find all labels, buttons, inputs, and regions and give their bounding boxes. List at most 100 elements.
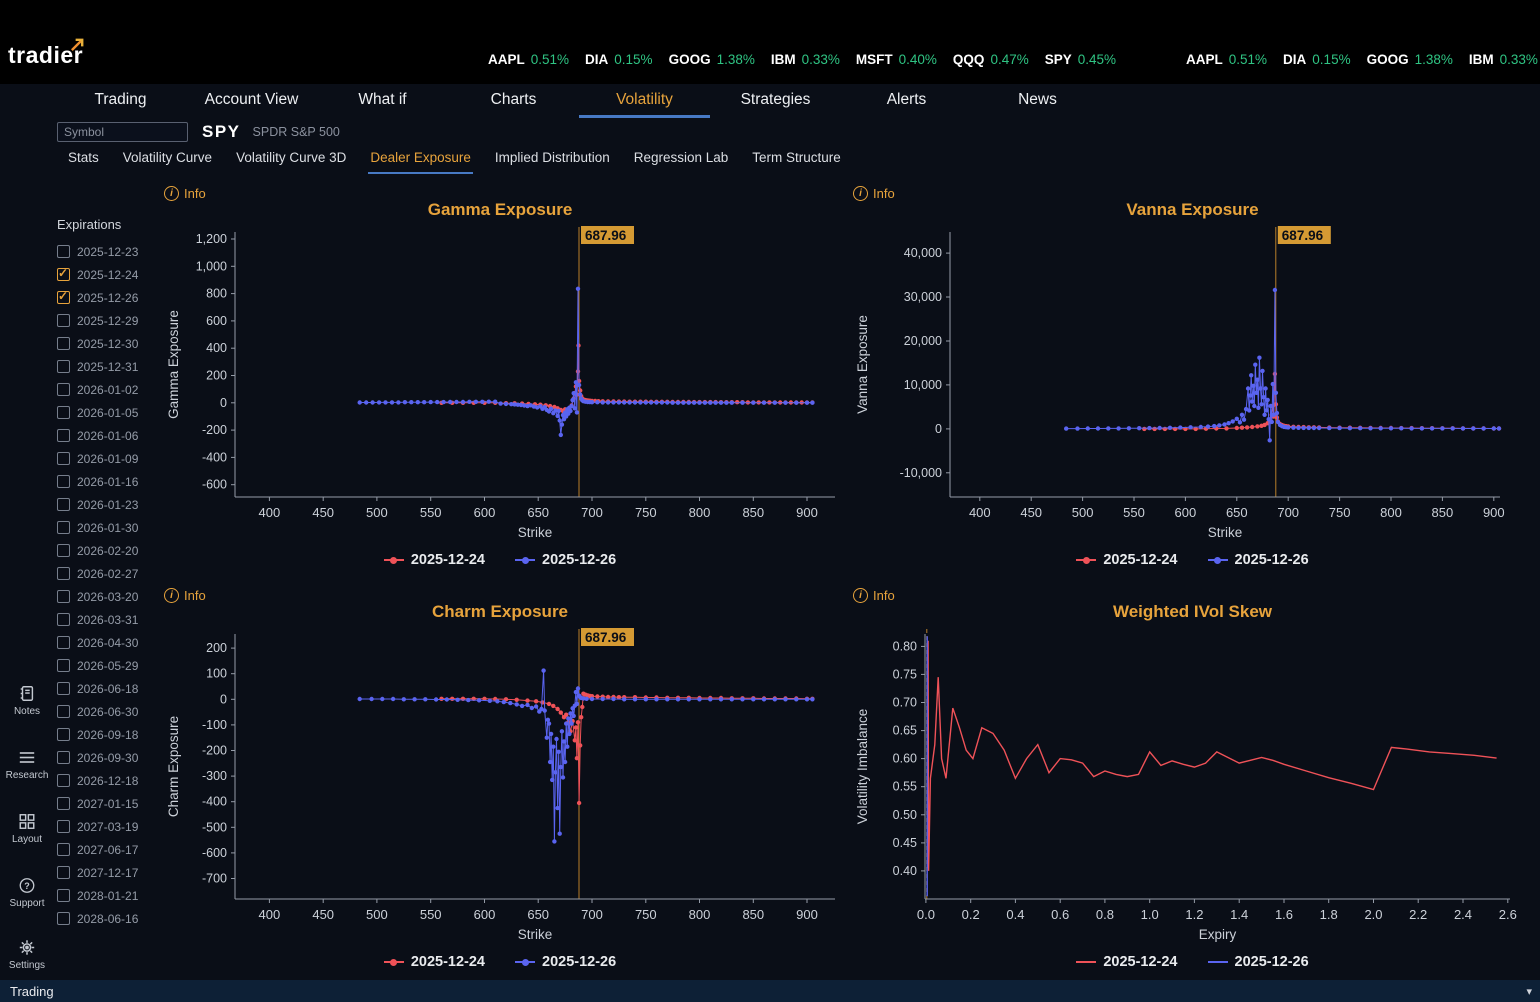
expiration-item-2025-12-30[interactable]: 2025-12-30 [57, 332, 162, 355]
expiration-checkbox[interactable] [57, 590, 70, 603]
expiration-item-2026-03-20[interactable]: 2026-03-20 [57, 585, 162, 608]
expiration-checkbox[interactable] [57, 475, 70, 488]
subtab-volatility-curve[interactable]: Volatility Curve [122, 150, 213, 165]
legend-item-2025-12-24[interactable]: 2025-12-24 [1076, 954, 1178, 970]
expiration-checkbox[interactable] [57, 751, 70, 764]
ticker-item-ibm[interactable]: IBM 0.33% [1469, 52, 1538, 67]
nav-item-trading[interactable]: Trading [94, 91, 147, 108]
nav-item-account-view[interactable]: Account View [204, 91, 299, 108]
expiration-item-2026-04-30[interactable]: 2026-04-30 [57, 631, 162, 654]
expiration-checkbox[interactable] [57, 567, 70, 580]
expiration-item-2026-01-05[interactable]: 2026-01-05 [57, 401, 162, 424]
expiration-checkbox[interactable] [57, 314, 70, 327]
expiration-item-2026-12-18[interactable]: 2026-12-18 [57, 769, 162, 792]
expiration-checkbox[interactable] [57, 774, 70, 787]
rail-item-support[interactable]: ? Support [0, 876, 54, 909]
expiration-item-2026-01-09[interactable]: 2026-01-09 [57, 447, 162, 470]
expiration-checkbox[interactable] [57, 728, 70, 741]
expiration-checkbox[interactable] [57, 337, 70, 350]
expiration-checkbox[interactable] [57, 889, 70, 902]
ticker-item-spy[interactable]: SPY 0.45% [1045, 52, 1116, 67]
chevron-down-icon[interactable]: ▾ [1526, 985, 1532, 998]
expiration-checkbox[interactable] [57, 360, 70, 373]
subtab-stats[interactable]: Stats [68, 150, 99, 165]
rail-item-research[interactable]: Research [0, 748, 54, 781]
expiration-item-2025-12-26[interactable]: 2025-12-26 [57, 286, 162, 309]
expiration-checkbox[interactable] [57, 613, 70, 626]
expiration-item-2026-02-27[interactable]: 2026-02-27 [57, 562, 162, 585]
ticker-item-aapl[interactable]: AAPL 0.51% [1186, 52, 1267, 67]
ticker-item-qqq[interactable]: QQQ 0.47% [953, 52, 1029, 67]
expiration-item-2026-01-02[interactable]: 2026-01-02 [57, 378, 162, 401]
ticker-item-goog[interactable]: GOOG 1.38% [669, 52, 755, 67]
rail-item-settings[interactable]: Settings [0, 938, 54, 971]
symbol-search-input[interactable] [57, 122, 188, 142]
expiration-checkbox[interactable] [57, 636, 70, 649]
expiration-item-2026-01-23[interactable]: 2026-01-23 [57, 493, 162, 516]
info-button[interactable]: i Info [164, 588, 206, 603]
legend-item-2025-12-24[interactable]: 2025-12-24 [1076, 552, 1178, 568]
nav-item-strategies[interactable]: Strategies [740, 91, 811, 108]
expiration-checkbox[interactable] [57, 912, 70, 925]
expiration-item-2025-12-23[interactable]: 2025-12-23 [57, 240, 162, 263]
expiration-item-2026-09-18[interactable]: 2026-09-18 [57, 723, 162, 746]
expiration-item-2025-12-29[interactable]: 2025-12-29 [57, 309, 162, 332]
ticker-item-dia[interactable]: DIA 0.15% [585, 52, 653, 67]
nav-item-volatility[interactable]: Volatility [579, 84, 710, 118]
expiration-checkbox[interactable] [57, 266, 70, 281]
expiration-checkbox[interactable] [57, 289, 70, 304]
nav-item-alerts[interactable]: Alerts [886, 91, 927, 108]
ticker-item-ibm[interactable]: IBM 0.33% [771, 52, 840, 67]
subtab-volatility-curve-3d[interactable]: Volatility Curve 3D [236, 150, 347, 165]
subtab-term-structure[interactable]: Term Structure [752, 150, 841, 165]
expiration-item-2026-06-30[interactable]: 2026-06-30 [57, 700, 162, 723]
legend-item-2025-12-26[interactable]: 2025-12-26 [515, 954, 616, 970]
ticker-item-goog[interactable]: GOOG 1.38% [1367, 52, 1453, 67]
legend-item-2025-12-26[interactable]: 2025-12-26 [515, 552, 616, 568]
expiration-item-2026-06-18[interactable]: 2026-06-18 [57, 677, 162, 700]
expiration-checkbox[interactable] [57, 452, 70, 465]
info-button[interactable]: i Info [164, 186, 206, 201]
legend-item-2025-12-24[interactable]: 2025-12-24 [383, 552, 485, 568]
expiration-checkbox[interactable] [57, 383, 70, 396]
rail-item-notes[interactable]: Notes [0, 684, 54, 717]
expiration-item-2025-12-24[interactable]: 2025-12-24 [57, 263, 162, 286]
expiration-item-2026-01-30[interactable]: 2026-01-30 [57, 516, 162, 539]
expiration-item-2026-01-06[interactable]: 2026-01-06 [57, 424, 162, 447]
expiration-item-2026-05-29[interactable]: 2026-05-29 [57, 654, 162, 677]
expiration-item-2026-02-20[interactable]: 2026-02-20 [57, 539, 162, 562]
expiration-item-2026-03-31[interactable]: 2026-03-31 [57, 608, 162, 631]
expiration-item-2025-12-31[interactable]: 2025-12-31 [57, 355, 162, 378]
ticker-item-dia[interactable]: DIA 0.15% [1283, 52, 1351, 67]
legend-item-2025-12-24[interactable]: 2025-12-24 [383, 954, 485, 970]
expiration-item-2028-06-16[interactable]: 2028-06-16 [57, 907, 162, 930]
nav-item-charts[interactable]: Charts [490, 91, 537, 108]
expiration-checkbox[interactable] [57, 429, 70, 442]
expiration-checkbox[interactable] [57, 521, 70, 534]
expiration-item-2028-01-21[interactable]: 2028-01-21 [57, 884, 162, 907]
subtab-dealer-exposure[interactable]: Dealer Exposure [368, 147, 473, 174]
legend-item-2025-12-26[interactable]: 2025-12-26 [1207, 552, 1309, 568]
subtab-implied-distribution[interactable]: Implied Distribution [494, 150, 610, 165]
ticker-item-aapl[interactable]: AAPL 0.51% [488, 52, 569, 67]
legend-item-2025-12-26[interactable]: 2025-12-26 [1207, 954, 1309, 970]
info-button[interactable]: i Info [853, 588, 895, 603]
expiration-checkbox[interactable] [57, 820, 70, 833]
expiration-item-2026-09-30[interactable]: 2026-09-30 [57, 746, 162, 769]
expiration-item-2027-06-17[interactable]: 2027-06-17 [57, 838, 162, 861]
expiration-checkbox[interactable] [57, 843, 70, 856]
expiration-item-2026-01-16[interactable]: 2026-01-16 [57, 470, 162, 493]
expiration-checkbox[interactable] [57, 705, 70, 718]
expiration-checkbox[interactable] [57, 406, 70, 419]
ticker-item-msft[interactable]: MSFT 0.40% [856, 52, 937, 67]
expiration-checkbox[interactable] [57, 866, 70, 879]
tradier-logo[interactable]: tradier [8, 38, 84, 69]
nav-item-news[interactable]: News [1018, 91, 1057, 108]
expiration-checkbox[interactable] [57, 498, 70, 511]
rail-item-layout[interactable]: Layout [0, 812, 54, 845]
expiration-checkbox[interactable] [57, 544, 70, 557]
expiration-checkbox[interactable] [57, 659, 70, 672]
expiration-item-2027-12-17[interactable]: 2027-12-17 [57, 861, 162, 884]
subtab-regression-lab[interactable]: Regression Lab [633, 150, 729, 165]
info-button[interactable]: i Info [853, 186, 895, 201]
